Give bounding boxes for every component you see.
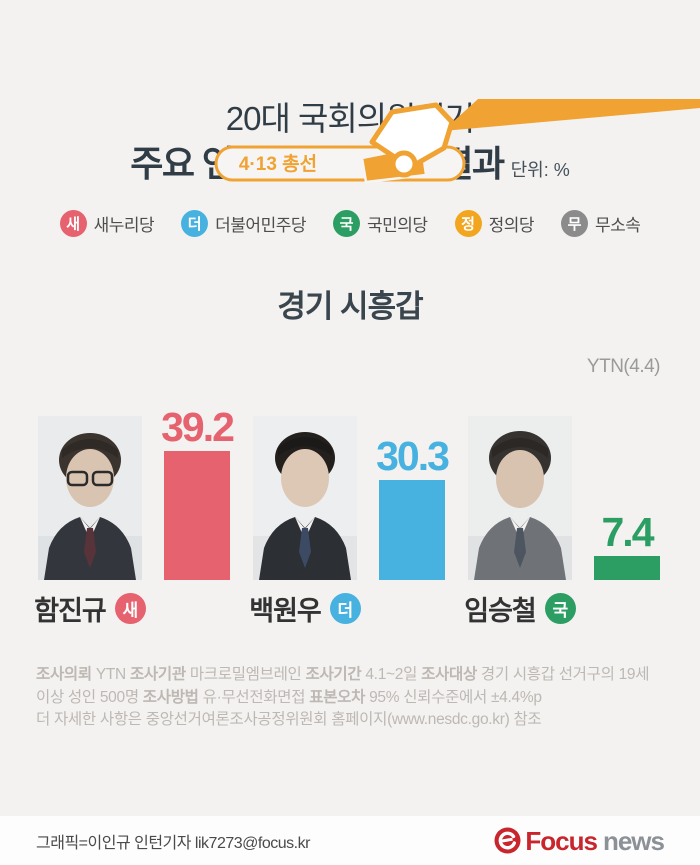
candidate-party-badge: 새 bbox=[114, 593, 146, 625]
candidate-name: 백원우 bbox=[249, 596, 322, 627]
legend-label: 국민의당 bbox=[367, 216, 428, 236]
legend-item-justice: 정 정의당 bbox=[454, 210, 535, 238]
bar bbox=[379, 480, 445, 581]
bar bbox=[594, 556, 660, 581]
party-badge-jeong: 정 bbox=[454, 210, 482, 238]
arm-shape bbox=[443, 99, 700, 131]
ballot-hand-illustration: 4·13 총선 bbox=[0, 98, 700, 208]
candidate-photo-bar-row: 39.2 bbox=[38, 404, 235, 581]
district-title: 경기 시흥갑 bbox=[277, 289, 423, 325]
poll-bar-chart: 39.2 함진규 새 bbox=[34, 404, 660, 628]
survey-footnote: 조사의뢰 YTN 조사기관 마크로밀엠브레인 조사기간 4.1~2일 조사대상 … bbox=[36, 664, 664, 731]
legend-label: 무소속 bbox=[594, 216, 641, 236]
legend-label: 정의당 bbox=[488, 216, 535, 236]
candidate-photo bbox=[468, 416, 572, 581]
bar-column: 7.4 bbox=[594, 509, 660, 581]
finger-shape bbox=[390, 150, 418, 178]
logo-text-news: news bbox=[602, 825, 665, 856]
graphic-credit: 그래픽=이인규 인턴기자 lik7273@focus.kr bbox=[36, 834, 310, 852]
candidate-name-row: 함진규 새 bbox=[28, 589, 152, 628]
party-badge-mu: 무 bbox=[560, 210, 588, 238]
footnote-line-2: 더 자세한 사항은 중앙선거여론조사공정위원회 홈페이지(www.nesdc.g… bbox=[36, 711, 542, 729]
election-badge-label: 4·13 총선 bbox=[239, 153, 317, 175]
party-badge-sae: 새 bbox=[59, 210, 87, 238]
candidate-party-badge: 국 bbox=[544, 593, 576, 625]
party-badge-guk: 국 bbox=[333, 210, 360, 238]
poll-source: YTN(4.4) bbox=[586, 356, 661, 378]
candidate-column-2: 30.3 백원우 더 bbox=[249, 416, 450, 628]
focus-news-logo-icon bbox=[494, 827, 521, 854]
bar-column: 39.2 bbox=[161, 404, 235, 581]
candidate-column-3: 7.4 임승철 국 bbox=[464, 416, 660, 628]
legend-item-independent: 무 무소속 bbox=[560, 210, 641, 238]
legend-item-saenuri: 새 새누리당 bbox=[59, 210, 155, 238]
candidate-name-row: 백원우 더 bbox=[243, 589, 367, 628]
legend-item-kukmin: 국 국민의당 bbox=[333, 210, 428, 238]
bar-column: 30.3 bbox=[376, 433, 450, 581]
focus-news-logo: Focus news bbox=[494, 825, 665, 856]
candidate-photo-bar-row: 7.4 bbox=[468, 416, 660, 581]
party-badge-deo: 더 bbox=[181, 210, 209, 238]
bar bbox=[164, 451, 230, 581]
candidate-photo bbox=[253, 416, 357, 581]
candidate-name: 함진규 bbox=[34, 596, 107, 627]
ballot-hand-graphic: 4·13 총선 bbox=[214, 99, 700, 184]
party-legend: 새 새누리당 더 더불어민주당 국 국민의당 정 정의당 무 무소속 bbox=[0, 210, 700, 238]
unit-label: 단위: % bbox=[510, 160, 570, 181]
candidate-photo bbox=[38, 416, 142, 581]
candidate-column-1: 39.2 함진규 새 bbox=[34, 404, 235, 628]
bar-value-label: 7.4 bbox=[601, 509, 655, 556]
logo-text-focus: Focus bbox=[525, 825, 598, 856]
candidate-name-row: 임승철 국 bbox=[458, 589, 582, 628]
candidate-party-badge: 더 bbox=[329, 593, 361, 625]
legend-label: 더불어민주당 bbox=[215, 216, 306, 236]
bar-value-label: 30.3 bbox=[376, 433, 450, 480]
candidate-photo-bar-row: 30.3 bbox=[253, 416, 450, 581]
credit-bar: 그래픽=이인규 인턴기자 lik7273@focus.kr Focus news bbox=[0, 816, 700, 865]
candidate-name: 임승철 bbox=[464, 596, 537, 627]
footnote-line-1: 조사의뢰 YTN 조사기관 마크로밀엠브레인 조사기간 4.1~2일 조사대상 … bbox=[36, 666, 650, 706]
bar-value-label: 39.2 bbox=[161, 404, 235, 451]
legend-label: 새누리당 bbox=[93, 216, 155, 236]
legend-item-minjoo: 더 더불어민주당 bbox=[181, 210, 306, 238]
